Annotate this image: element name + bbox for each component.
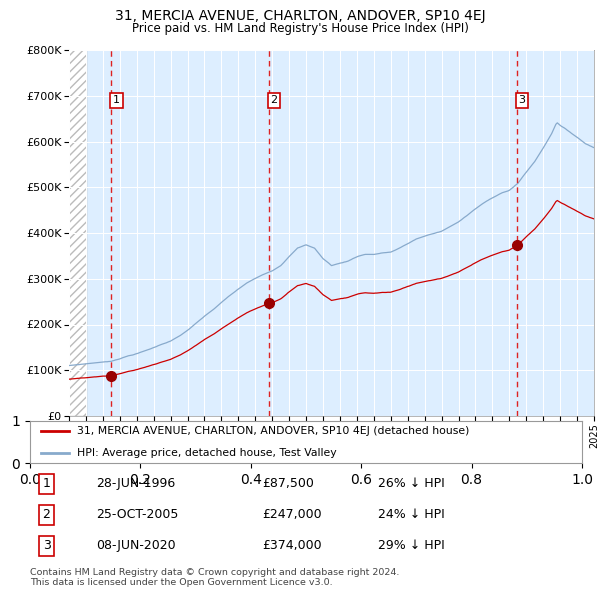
Text: £374,000: £374,000 — [262, 539, 322, 552]
Text: 28-JUN-1996: 28-JUN-1996 — [96, 477, 175, 490]
Text: £247,000: £247,000 — [262, 508, 322, 522]
Text: 1: 1 — [113, 96, 120, 106]
Text: £87,500: £87,500 — [262, 477, 314, 490]
Text: 29% ↓ HPI: 29% ↓ HPI — [378, 539, 445, 552]
Text: 1: 1 — [43, 477, 50, 490]
Text: HPI: Average price, detached house, Test Valley: HPI: Average price, detached house, Test… — [77, 448, 337, 457]
Text: 31, MERCIA AVENUE, CHARLTON, ANDOVER, SP10 4EJ (detached house): 31, MERCIA AVENUE, CHARLTON, ANDOVER, SP… — [77, 427, 469, 436]
Text: 25-OCT-2005: 25-OCT-2005 — [96, 508, 179, 522]
Text: 3: 3 — [518, 96, 526, 106]
Text: 08-JUN-2020: 08-JUN-2020 — [96, 539, 176, 552]
Text: Price paid vs. HM Land Registry's House Price Index (HPI): Price paid vs. HM Land Registry's House … — [131, 22, 469, 35]
Text: 2: 2 — [271, 96, 278, 106]
Text: 3: 3 — [43, 539, 50, 552]
Text: 2: 2 — [43, 508, 50, 522]
Text: 31, MERCIA AVENUE, CHARLTON, ANDOVER, SP10 4EJ: 31, MERCIA AVENUE, CHARLTON, ANDOVER, SP… — [115, 9, 485, 23]
Text: 24% ↓ HPI: 24% ↓ HPI — [378, 508, 445, 522]
Text: 26% ↓ HPI: 26% ↓ HPI — [378, 477, 445, 490]
Text: Contains HM Land Registry data © Crown copyright and database right 2024.
This d: Contains HM Land Registry data © Crown c… — [30, 568, 400, 587]
